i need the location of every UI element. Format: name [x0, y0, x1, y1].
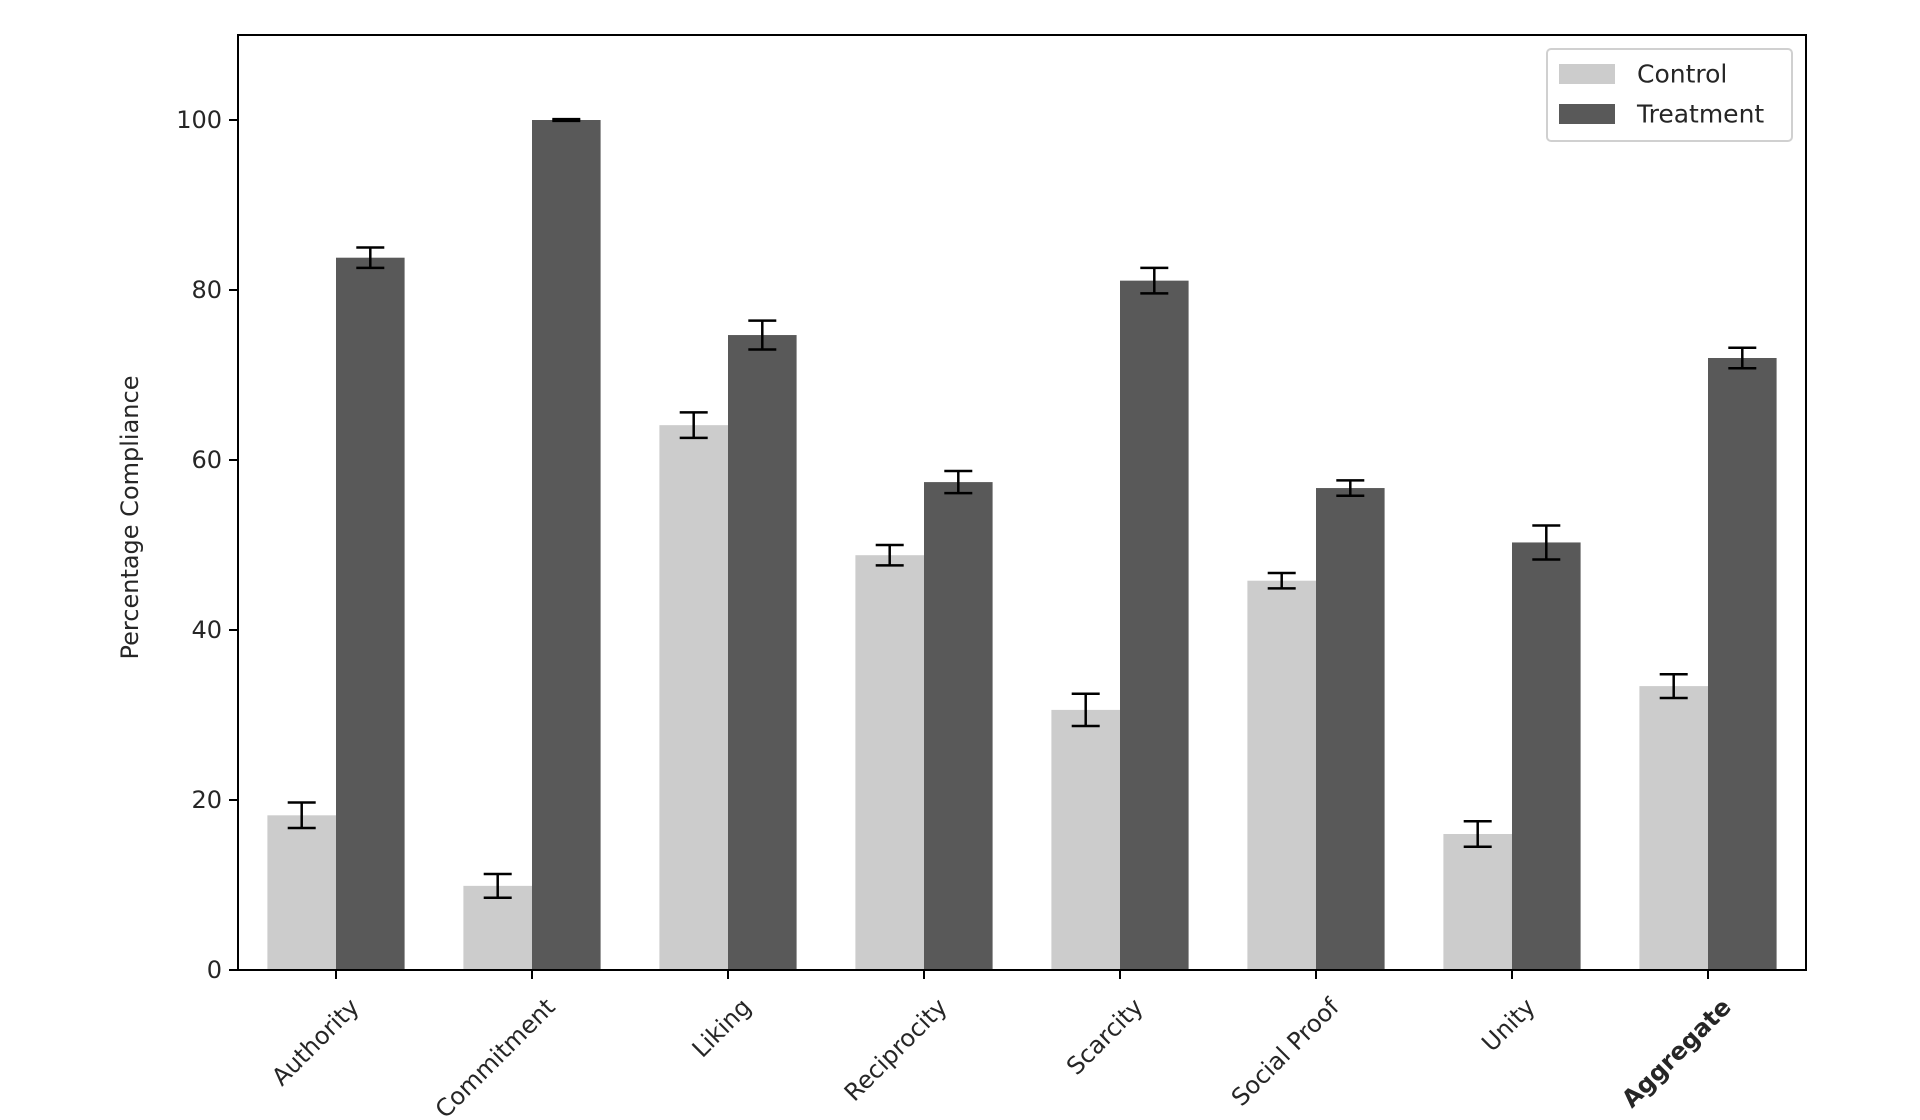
y-tick-label: 20 [191, 786, 222, 814]
bar-control-commitment [463, 885, 532, 970]
legend-item-control: Control [1559, 60, 1727, 89]
error-bar-treatment-unity [1532, 524, 1561, 561]
bar-control-authority [267, 815, 336, 970]
error-bar-control-aggregate [1659, 672, 1688, 700]
x-axis: Authority Commitment Liking Reciprocity Scar… [266, 970, 1737, 1120]
y-tick-label: 40 [191, 616, 222, 644]
error-bar-treatment-liking [748, 319, 777, 351]
x-tick-label: Social Proof [1226, 993, 1345, 1112]
legend-item-treatment: Treatment [1559, 100, 1764, 129]
bar-treatment-unity [1512, 542, 1581, 970]
bar-control-liking [659, 425, 728, 970]
bars-layer [267, 120, 1777, 970]
x-tick-label: Unity [1476, 993, 1540, 1057]
y-axis: 0 20 40 60 80 100 [176, 106, 238, 984]
bar-control-aggregate [1639, 686, 1708, 970]
error-bar-control-unity [1463, 820, 1492, 848]
y-tick-label: 0 [207, 956, 222, 984]
bar-treatment-liking [728, 335, 797, 970]
error-bar-treatment-scarcity [1140, 266, 1169, 295]
x-tick-label: Aggregate [1616, 993, 1736, 1113]
legend-label: Treatment [1636, 100, 1764, 129]
error-bar-control-reciprocity [875, 543, 904, 567]
legend: Control Treatment [1546, 48, 1793, 142]
bar-control-social-proof [1247, 580, 1316, 970]
error-bar-control-commitment [483, 872, 512, 899]
error-bar-control-authority [287, 801, 316, 830]
bar-control-reciprocity [855, 555, 924, 970]
legend-swatch [1559, 64, 1615, 84]
error-bars-layer [287, 117, 1757, 899]
y-axis-label: Percentage Compliance [116, 376, 144, 660]
error-bar-treatment-aggregate [1728, 346, 1757, 370]
bar-control-unity [1443, 834, 1512, 970]
error-bar-treatment-reciprocity [944, 469, 973, 495]
y-tick-label: 80 [191, 276, 222, 304]
x-tick-label: Authority [266, 993, 364, 1091]
bar-treatment-aggregate [1708, 358, 1777, 970]
bar-treatment-authority [336, 257, 405, 970]
y-tick-label: 60 [191, 446, 222, 474]
bar-treatment-commitment [532, 120, 601, 970]
bar-control-scarcity [1051, 709, 1120, 970]
error-bar-control-scarcity [1071, 692, 1100, 728]
error-bar-treatment-authority [356, 246, 385, 270]
error-bar-control-social-proof [1267, 571, 1296, 590]
plot-frame [237, 34, 1807, 971]
error-bar-treatment-commitment [552, 117, 581, 123]
y-tick-label: 100 [176, 106, 222, 134]
x-tick-label: Commitment [430, 993, 561, 1120]
x-tick-label: Liking [687, 993, 757, 1063]
bar-treatment-scarcity [1120, 280, 1189, 970]
error-bar-treatment-social-proof [1336, 479, 1365, 497]
bar-treatment-social-proof [1316, 488, 1385, 970]
legend-items: Control Treatment [1559, 60, 1764, 129]
bar-treatment-reciprocity [924, 482, 993, 970]
legend-label: Control [1637, 60, 1727, 89]
error-bar-control-liking [679, 411, 708, 440]
x-tick-label: Scarcity [1061, 993, 1149, 1081]
x-tick-label: Reciprocity [839, 993, 953, 1107]
legend-swatch [1559, 104, 1615, 124]
